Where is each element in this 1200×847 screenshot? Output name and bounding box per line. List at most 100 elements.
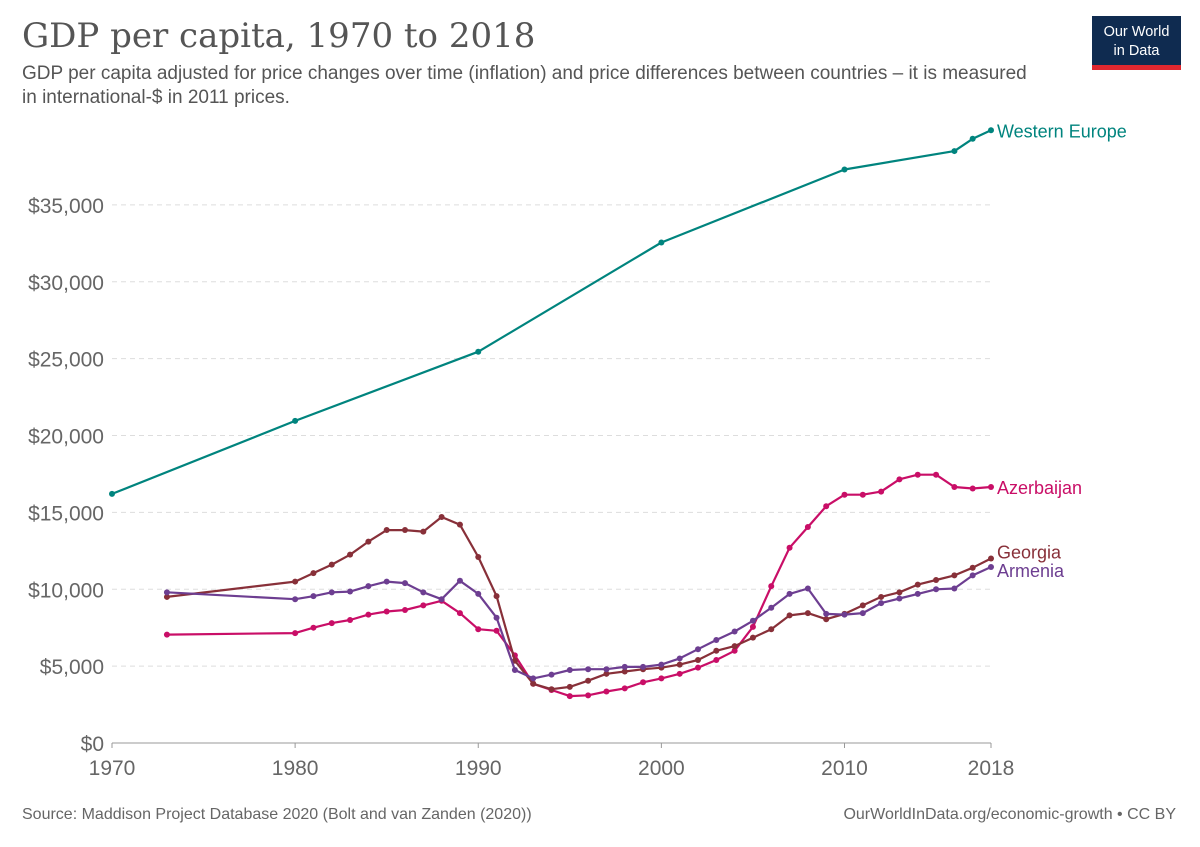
- series-azerbaijan[interactable]: Azerbaijan: [163, 471, 1082, 700]
- data-point-armenia[interactable]: [749, 617, 756, 624]
- data-point-armenia[interactable]: [676, 655, 683, 662]
- data-point-armenia[interactable]: [383, 578, 390, 585]
- data-point-armenia[interactable]: [731, 628, 738, 635]
- data-point-armenia[interactable]: [585, 666, 592, 673]
- series-armenia[interactable]: Armenia: [163, 561, 1065, 682]
- data-point-azerbaijan[interactable]: [585, 692, 592, 699]
- data-point-armenia[interactable]: [933, 586, 940, 593]
- data-point-georgia[interactable]: [475, 553, 482, 560]
- data-point-georgia[interactable]: [328, 561, 335, 568]
- data-point-azerbaijan[interactable]: [640, 679, 647, 686]
- data-point-georgia[interactable]: [823, 616, 830, 623]
- data-point-azerbaijan[interactable]: [658, 675, 665, 682]
- owid-logo[interactable]: Our World in Data: [1092, 16, 1181, 70]
- series-line-azerbaijan[interactable]: [166, 473, 992, 698]
- data-point-georgia[interactable]: [456, 521, 463, 528]
- data-point-armenia[interactable]: [328, 589, 335, 596]
- data-point-azerbaijan[interactable]: [731, 647, 738, 654]
- credit-link[interactable]: OurWorldInData.org/economic-growth • CC …: [843, 806, 1176, 823]
- data-point-azerbaijan[interactable]: [713, 656, 720, 663]
- data-point-georgia[interactable]: [749, 634, 756, 641]
- data-point-armenia[interactable]: [603, 666, 610, 673]
- data-point-georgia[interactable]: [969, 564, 976, 571]
- data-point-azerbaijan[interactable]: [914, 471, 921, 478]
- data-point-azerbaijan[interactable]: [475, 626, 482, 633]
- data-point-georgia[interactable]: [292, 578, 299, 585]
- data-point-georgia[interactable]: [566, 683, 573, 690]
- data-point-armenia[interactable]: [951, 585, 958, 592]
- data-point-armenia[interactable]: [163, 589, 170, 596]
- data-point-azerbaijan[interactable]: [896, 476, 903, 483]
- data-point-armenia[interactable]: [420, 589, 427, 596]
- data-point-armenia[interactable]: [640, 663, 647, 670]
- data-point-azerbaijan[interactable]: [383, 608, 390, 615]
- data-point-armenia[interactable]: [566, 666, 573, 673]
- data-point-armenia[interactable]: [365, 583, 372, 590]
- data-point-georgia[interactable]: [548, 686, 555, 693]
- data-point-azerbaijan[interactable]: [420, 602, 427, 609]
- data-point-georgia[interactable]: [310, 570, 317, 577]
- data-point-georgia[interactable]: [878, 593, 885, 600]
- data-point-georgia[interactable]: [768, 626, 775, 633]
- data-point-armenia[interactable]: [292, 596, 299, 603]
- data-point-armenia[interactable]: [988, 563, 994, 570]
- data-point-armenia[interactable]: [347, 588, 354, 595]
- data-point-armenia[interactable]: [786, 590, 793, 597]
- series-georgia[interactable]: Georgia: [163, 513, 1062, 693]
- data-point-armenia[interactable]: [530, 675, 537, 682]
- data-point-azerbaijan[interactable]: [933, 471, 940, 478]
- data-point-azerbaijan[interactable]: [310, 624, 317, 631]
- data-point-georgia[interactable]: [493, 593, 500, 600]
- data-point-armenia[interactable]: [621, 663, 628, 670]
- data-point-azerbaijan[interactable]: [402, 607, 408, 614]
- data-point-georgia[interactable]: [951, 572, 958, 579]
- data-point-georgia[interactable]: [585, 677, 592, 684]
- data-point-armenia[interactable]: [914, 590, 921, 597]
- data-point-georgia[interactable]: [933, 577, 940, 584]
- data-point-azerbaijan[interactable]: [988, 484, 994, 491]
- data-point-armenia[interactable]: [859, 610, 866, 617]
- data-point-western-europe[interactable]: [109, 490, 115, 497]
- data-point-azerbaijan[interactable]: [878, 488, 885, 495]
- data-point-georgia[interactable]: [402, 527, 408, 534]
- data-point-western-europe[interactable]: [475, 348, 482, 355]
- data-point-azerbaijan[interactable]: [804, 523, 811, 530]
- series-western-europe[interactable]: Western Europe: [109, 121, 1127, 497]
- data-point-georgia[interactable]: [603, 670, 610, 677]
- series-line-armenia[interactable]: [166, 566, 992, 680]
- data-point-azerbaijan[interactable]: [695, 664, 701, 671]
- data-point-western-europe[interactable]: [951, 148, 958, 155]
- data-point-georgia[interactable]: [621, 668, 628, 675]
- data-point-georgia[interactable]: [383, 527, 390, 534]
- data-point-armenia[interactable]: [475, 590, 482, 597]
- data-point-azerbaijan[interactable]: [823, 503, 830, 510]
- data-point-armenia[interactable]: [896, 595, 903, 602]
- data-point-western-europe[interactable]: [292, 417, 299, 424]
- data-point-georgia[interactable]: [695, 656, 701, 663]
- data-point-georgia[interactable]: [713, 647, 720, 654]
- data-point-georgia[interactable]: [676, 661, 683, 668]
- data-point-georgia[interactable]: [786, 612, 793, 619]
- data-point-azerbaijan[interactable]: [493, 627, 500, 634]
- data-point-georgia[interactable]: [530, 680, 537, 687]
- data-point-georgia[interactable]: [804, 610, 811, 617]
- data-point-azerbaijan[interactable]: [365, 611, 372, 618]
- data-point-azerbaijan[interactable]: [292, 630, 299, 637]
- data-point-armenia[interactable]: [768, 604, 775, 611]
- data-point-azerbaijan[interactable]: [163, 631, 170, 638]
- data-point-armenia[interactable]: [841, 611, 848, 618]
- data-point-georgia[interactable]: [438, 513, 445, 520]
- data-point-western-europe[interactable]: [988, 127, 994, 134]
- data-point-azerbaijan[interactable]: [456, 610, 463, 617]
- data-point-western-europe[interactable]: [841, 166, 848, 173]
- data-point-western-europe[interactable]: [969, 135, 976, 142]
- data-point-armenia[interactable]: [804, 585, 811, 592]
- data-point-azerbaijan[interactable]: [749, 623, 756, 630]
- data-point-azerbaijan[interactable]: [347, 617, 354, 623]
- data-point-georgia[interactable]: [420, 528, 427, 535]
- data-point-armenia[interactable]: [713, 636, 720, 643]
- data-point-azerbaijan[interactable]: [859, 491, 866, 498]
- data-point-azerbaijan[interactable]: [328, 620, 335, 627]
- data-point-georgia[interactable]: [914, 581, 921, 588]
- series-line-georgia[interactable]: [166, 515, 992, 691]
